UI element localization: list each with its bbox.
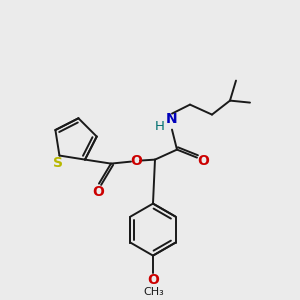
Text: S: S — [53, 156, 63, 170]
Text: CH₃: CH₃ — [144, 286, 164, 297]
Text: O: O — [130, 154, 142, 168]
Text: O: O — [197, 154, 209, 168]
Text: O: O — [92, 184, 104, 199]
Text: N: N — [166, 112, 178, 126]
Text: O: O — [147, 273, 159, 286]
Text: H: H — [155, 120, 165, 133]
